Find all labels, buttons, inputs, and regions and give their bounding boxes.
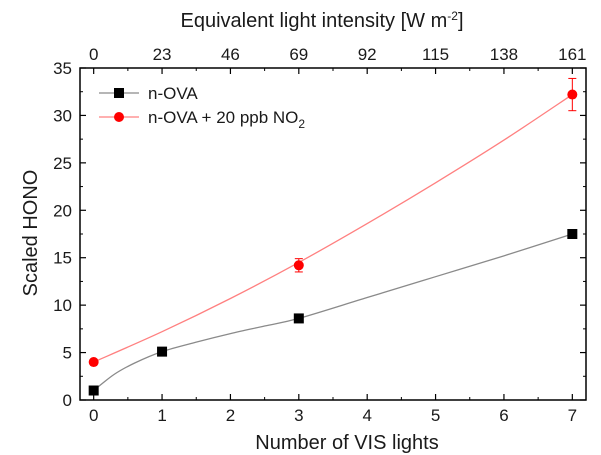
top-tick-label-23: 23 <box>153 45 172 64</box>
top-tick-label-0: 0 <box>89 45 98 64</box>
plot-frame <box>79 67 587 401</box>
data-point-series-0 <box>567 229 578 239</box>
legend-label-n-ova: n-OVA <box>148 84 198 103</box>
x-tick-label-1: 1 <box>157 406 166 425</box>
x-tick-label-6: 6 <box>499 406 508 425</box>
data-markers <box>88 77 578 396</box>
top-tick-label-161: 161 <box>558 45 586 64</box>
legend-marker-n-ova-no2 <box>114 112 124 122</box>
y-tick-label-10: 10 <box>53 296 72 315</box>
top-tick-label-46: 46 <box>221 45 240 64</box>
data-point-series-1 <box>88 357 99 368</box>
top-axis-title: Equivalent light intensity [W m-2] <box>180 9 463 32</box>
legend: n-OVA n-OVA + 20 ppb NO2 <box>99 84 305 131</box>
x-tick-label-5: 5 <box>431 406 440 425</box>
data-point-series-1 <box>567 89 578 100</box>
x-tick-label-3: 3 <box>294 406 303 425</box>
data-point-series-0 <box>157 346 168 357</box>
fit-curve-series-1 <box>93 94 573 363</box>
y-axis-title: Scaled HONO <box>20 170 42 297</box>
data-point-series-0 <box>293 313 304 324</box>
legend-entry-n-ova: n-OVA <box>99 84 198 103</box>
legend-marker-n-ova <box>114 88 124 98</box>
y-tick-label-0: 0 <box>63 391 72 410</box>
fit-curves <box>93 94 573 392</box>
legend-entry-n-ova-no2: n-OVA + 20 ppb NO2 <box>99 108 305 131</box>
x-tick-label-2: 2 <box>226 406 235 425</box>
y-tick-label-5: 5 <box>63 344 72 363</box>
top-tick-label-69: 69 <box>289 45 308 64</box>
x-tick-label-4: 4 <box>362 406 371 425</box>
top-tick-label-115: 115 <box>422 45 449 64</box>
data-point-series-1 <box>293 260 304 271</box>
x-tick-label-0: 0 <box>89 406 98 425</box>
fit-curve-series-0 <box>93 233 573 392</box>
y-tick-label-20: 20 <box>53 201 72 220</box>
x-axis-title: Number of VIS lights <box>255 432 438 454</box>
y-tick-label-30: 30 <box>53 106 72 125</box>
data-point-series-0 <box>88 385 99 396</box>
y-tick-label-15: 15 <box>53 249 72 268</box>
top-tick-label-138: 138 <box>490 45 518 64</box>
legend-label-n-ova-no2: n-OVA + 20 ppb NO2 <box>148 108 305 131</box>
top-tick-label-92: 92 <box>358 45 377 64</box>
x-tick-label-7: 7 <box>568 406 577 425</box>
y-tick-label-35: 35 <box>53 59 72 78</box>
y-tick-label-25: 25 <box>53 154 72 173</box>
